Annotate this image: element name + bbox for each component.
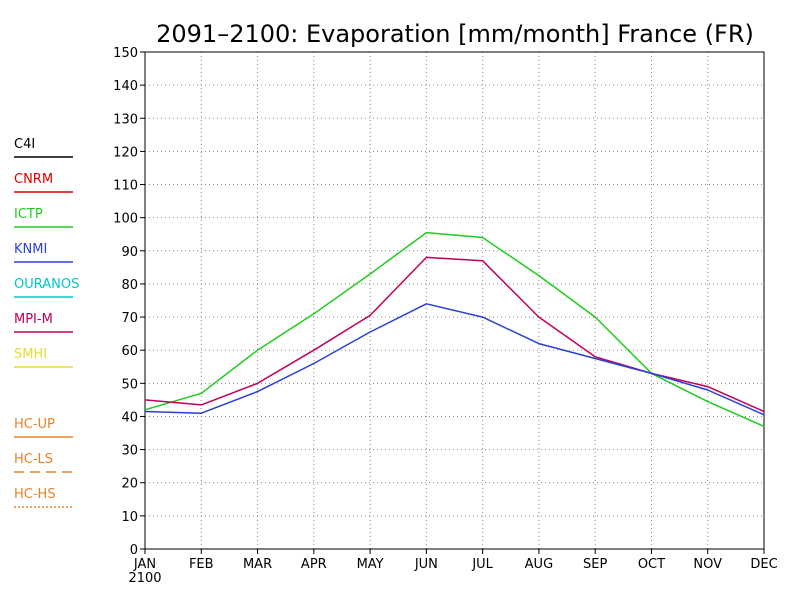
legend-label-knmi: KNMI [14, 242, 47, 257]
legend-label-mpi-m: MPI-M [14, 312, 53, 327]
legend: C4I CNRM ICTP KNMI OURANOS MPI-M SMHI HC-UP HC-L… [14, 137, 79, 508]
series-line-mpi-m [144, 256, 765, 413]
y-tick-label: 150 [113, 46, 138, 61]
x-tick-label: FEB [189, 557, 214, 572]
legend-label-c4i: C4I [14, 137, 35, 152]
x-tick-label: SEP [583, 557, 607, 572]
y-tick-label: 10 [121, 510, 138, 525]
series-line-ictp [144, 231, 765, 428]
series-lines [144, 231, 765, 428]
x-axis-year-label: 2100 [128, 571, 161, 586]
x-axis-ticks: JAN FEB MAR APR MAY JUN JUL AUG SEP OCT NOV DEC [133, 549, 778, 572]
y-tick-label: 40 [121, 410, 138, 425]
y-axis-ticks: 0 10 20 30 40 50 60 70 80 90 100 110 120 130 140 150 [113, 46, 145, 558]
x-tick-label: JUL [471, 557, 493, 572]
y-tick-label: 70 [121, 311, 138, 326]
x-tick-label: OCT [638, 557, 665, 572]
y-tick-label: 130 [113, 112, 138, 127]
x-tick-label: JUN [414, 557, 438, 572]
series-line-knmi [144, 303, 765, 416]
y-tick-label: 30 [121, 444, 138, 459]
y-tick-label: 120 [113, 145, 138, 160]
legend-label-hc-hs: HC-HS [14, 487, 56, 502]
y-tick-label: 0 [130, 543, 138, 558]
y-tick-label: 80 [121, 278, 138, 293]
legend-label-hc-up: HC-UP [14, 417, 55, 432]
y-tick-label: 140 [113, 79, 138, 94]
x-tick-label: AUG [525, 557, 553, 572]
legend-label-cnrm: CNRM [14, 172, 53, 187]
y-tick-label: 20 [121, 477, 138, 492]
y-tick-label: 100 [113, 212, 138, 227]
legend-label-smhi: SMHI [14, 347, 47, 362]
legend-label-ouranos: OURANOS [14, 277, 79, 292]
plot-frame [144, 51, 765, 550]
x-tick-label: JAN [133, 557, 156, 572]
legend-label-hc-ls: HC-LS [14, 452, 53, 467]
x-tick-label: MAY [357, 557, 384, 572]
y-tick-label: 50 [121, 377, 138, 392]
grid-lines [145, 52, 764, 549]
x-tick-label: NOV [693, 557, 722, 572]
chart-title: 2091–2100: Evaporation [mm/month] France… [156, 20, 754, 48]
x-tick-label: DEC [750, 557, 777, 572]
y-tick-label: 60 [121, 344, 138, 359]
x-tick-label: APR [301, 557, 327, 572]
y-tick-label: 90 [121, 245, 138, 260]
legend-label-ictp: ICTP [14, 207, 43, 222]
x-tick-label: MAR [243, 557, 272, 572]
y-tick-label: 110 [113, 179, 138, 194]
